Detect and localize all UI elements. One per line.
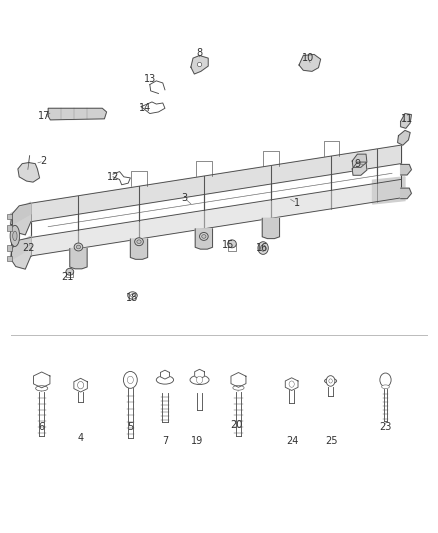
Text: 18: 18 xyxy=(127,293,139,303)
Text: 25: 25 xyxy=(325,435,338,446)
Text: 21: 21 xyxy=(61,272,74,282)
Bar xyxy=(7,256,12,261)
Polygon shape xyxy=(194,369,205,379)
Polygon shape xyxy=(31,145,401,222)
Polygon shape xyxy=(231,373,246,387)
Ellipse shape xyxy=(198,62,202,67)
Circle shape xyxy=(78,382,84,389)
Polygon shape xyxy=(401,188,411,199)
Ellipse shape xyxy=(190,375,209,384)
Circle shape xyxy=(380,373,391,387)
Polygon shape xyxy=(11,202,31,225)
Ellipse shape xyxy=(131,294,134,297)
Ellipse shape xyxy=(325,378,337,384)
Polygon shape xyxy=(191,55,208,74)
Polygon shape xyxy=(33,372,50,388)
Polygon shape xyxy=(290,390,294,403)
Polygon shape xyxy=(11,236,31,260)
Polygon shape xyxy=(131,239,148,259)
Polygon shape xyxy=(401,114,411,128)
Text: 1: 1 xyxy=(294,198,300,208)
Polygon shape xyxy=(11,238,31,269)
Text: 9: 9 xyxy=(354,159,360,168)
Ellipse shape xyxy=(233,385,244,390)
Polygon shape xyxy=(70,248,87,269)
Ellipse shape xyxy=(202,235,206,238)
Polygon shape xyxy=(78,392,83,402)
Text: 6: 6 xyxy=(39,422,45,432)
Circle shape xyxy=(197,376,202,384)
Bar xyxy=(7,245,12,251)
Text: 12: 12 xyxy=(107,172,119,182)
Polygon shape xyxy=(352,162,367,175)
Polygon shape xyxy=(299,54,321,71)
Ellipse shape xyxy=(13,231,17,241)
Text: 24: 24 xyxy=(286,435,299,446)
Text: 23: 23 xyxy=(379,422,392,432)
Bar xyxy=(7,214,12,219)
Ellipse shape xyxy=(134,238,143,246)
Ellipse shape xyxy=(200,232,208,240)
Polygon shape xyxy=(401,164,411,175)
Text: 15: 15 xyxy=(222,240,234,251)
Text: 8: 8 xyxy=(197,48,203,58)
Ellipse shape xyxy=(10,225,20,246)
Polygon shape xyxy=(195,229,212,249)
Polygon shape xyxy=(31,180,401,256)
Ellipse shape xyxy=(381,385,389,389)
Polygon shape xyxy=(160,370,170,379)
Ellipse shape xyxy=(76,245,81,249)
Polygon shape xyxy=(74,378,87,392)
Text: 2: 2 xyxy=(41,156,47,166)
Text: 11: 11 xyxy=(401,114,413,124)
Polygon shape xyxy=(372,177,405,204)
Bar xyxy=(7,225,12,231)
Text: 7: 7 xyxy=(162,435,168,446)
Circle shape xyxy=(127,376,134,384)
Ellipse shape xyxy=(74,243,83,251)
Ellipse shape xyxy=(35,386,48,391)
Circle shape xyxy=(258,241,268,254)
Text: 17: 17 xyxy=(38,111,50,121)
Circle shape xyxy=(261,245,266,251)
Polygon shape xyxy=(328,387,333,396)
Text: 13: 13 xyxy=(144,74,156,84)
Polygon shape xyxy=(18,163,39,182)
Text: 5: 5 xyxy=(127,422,134,432)
Polygon shape xyxy=(11,203,31,235)
Circle shape xyxy=(326,376,335,386)
Text: 19: 19 xyxy=(191,435,204,446)
Ellipse shape xyxy=(128,292,137,299)
Polygon shape xyxy=(285,378,298,391)
Text: 22: 22 xyxy=(22,243,35,253)
Ellipse shape xyxy=(228,240,236,248)
Polygon shape xyxy=(398,131,410,145)
Circle shape xyxy=(289,381,294,387)
Polygon shape xyxy=(236,392,241,437)
Text: 16: 16 xyxy=(256,243,268,253)
Ellipse shape xyxy=(137,240,141,244)
Text: 14: 14 xyxy=(139,103,152,114)
Text: 4: 4 xyxy=(78,433,84,443)
Polygon shape xyxy=(352,154,367,167)
Text: 3: 3 xyxy=(181,193,187,203)
Polygon shape xyxy=(162,393,168,422)
Circle shape xyxy=(124,372,137,389)
Circle shape xyxy=(329,379,332,383)
Ellipse shape xyxy=(156,376,173,384)
Text: 10: 10 xyxy=(301,53,314,63)
Polygon shape xyxy=(39,392,44,437)
Text: 20: 20 xyxy=(230,419,243,430)
Polygon shape xyxy=(262,219,279,239)
Ellipse shape xyxy=(66,268,74,275)
Polygon shape xyxy=(197,393,202,410)
Polygon shape xyxy=(48,108,106,120)
Polygon shape xyxy=(128,389,133,439)
Polygon shape xyxy=(384,390,387,421)
